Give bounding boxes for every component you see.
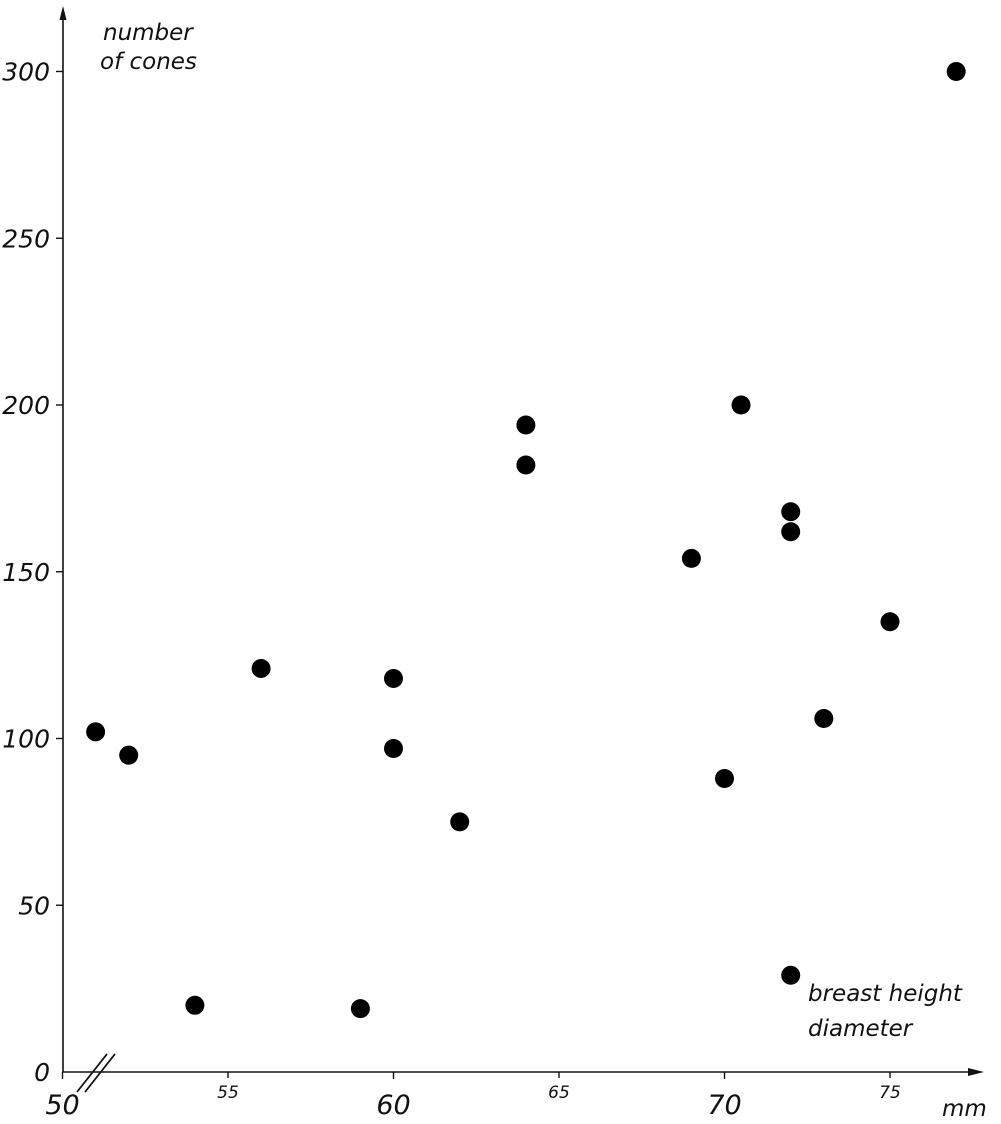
x-minor-tick-label: 55 <box>217 1083 239 1103</box>
data-point <box>384 739 403 759</box>
x-axis-ticks: 50607080904555657585 <box>45 1072 901 1121</box>
data-point <box>880 612 900 632</box>
data-point <box>450 812 470 832</box>
y-axis-title-line-1: number <box>103 20 194 46</box>
y-tick-label: 0 <box>34 1058 50 1087</box>
y-tick-label: 250 <box>2 224 50 253</box>
x-tick-label: 60 <box>376 1090 410 1121</box>
y-axis-title-line-2: of cones <box>100 49 197 75</box>
x-axis-unit: mm <box>942 1096 987 1122</box>
y-axis-ticks: 0 50 100 150 200 250 300 <box>2 58 63 1087</box>
data-point <box>781 502 801 522</box>
y-tick-label: 300 <box>2 58 50 87</box>
data-point <box>731 395 751 415</box>
x-minor-tick-label: 75 <box>879 1083 901 1103</box>
data-point <box>814 708 834 728</box>
x-tick-label: 50 <box>45 1090 79 1121</box>
x-axis-arrowhead <box>968 1068 984 1076</box>
data-point <box>516 455 536 475</box>
data-point <box>715 769 734 789</box>
data-point <box>185 995 205 1015</box>
data-point <box>516 415 536 435</box>
x-tick-label: 70 <box>707 1090 741 1121</box>
data-point <box>119 745 139 765</box>
data-point <box>681 548 701 568</box>
y-axis-arrowhead <box>59 6 67 20</box>
data-points <box>86 62 966 1019</box>
y-tick-label: 150 <box>2 558 50 587</box>
x-minor-tick-label: 65 <box>548 1083 570 1103</box>
data-point <box>781 522 801 542</box>
data-point <box>384 668 403 688</box>
data-point <box>350 999 370 1019</box>
y-tick-label: 200 <box>2 391 50 420</box>
y-tick-label: 100 <box>2 725 50 754</box>
data-point <box>251 658 271 678</box>
data-point <box>86 722 106 742</box>
y-tick-label: 50 <box>18 891 50 920</box>
axis-break-mark-2 <box>84 1053 116 1093</box>
data-point <box>946 62 966 81</box>
x-axis-title-line-2: diameter <box>808 1016 914 1042</box>
x-axis-title-line-1: breast height <box>808 981 963 1007</box>
data-point <box>781 965 801 985</box>
axis-break-mark-1 <box>76 1053 108 1093</box>
